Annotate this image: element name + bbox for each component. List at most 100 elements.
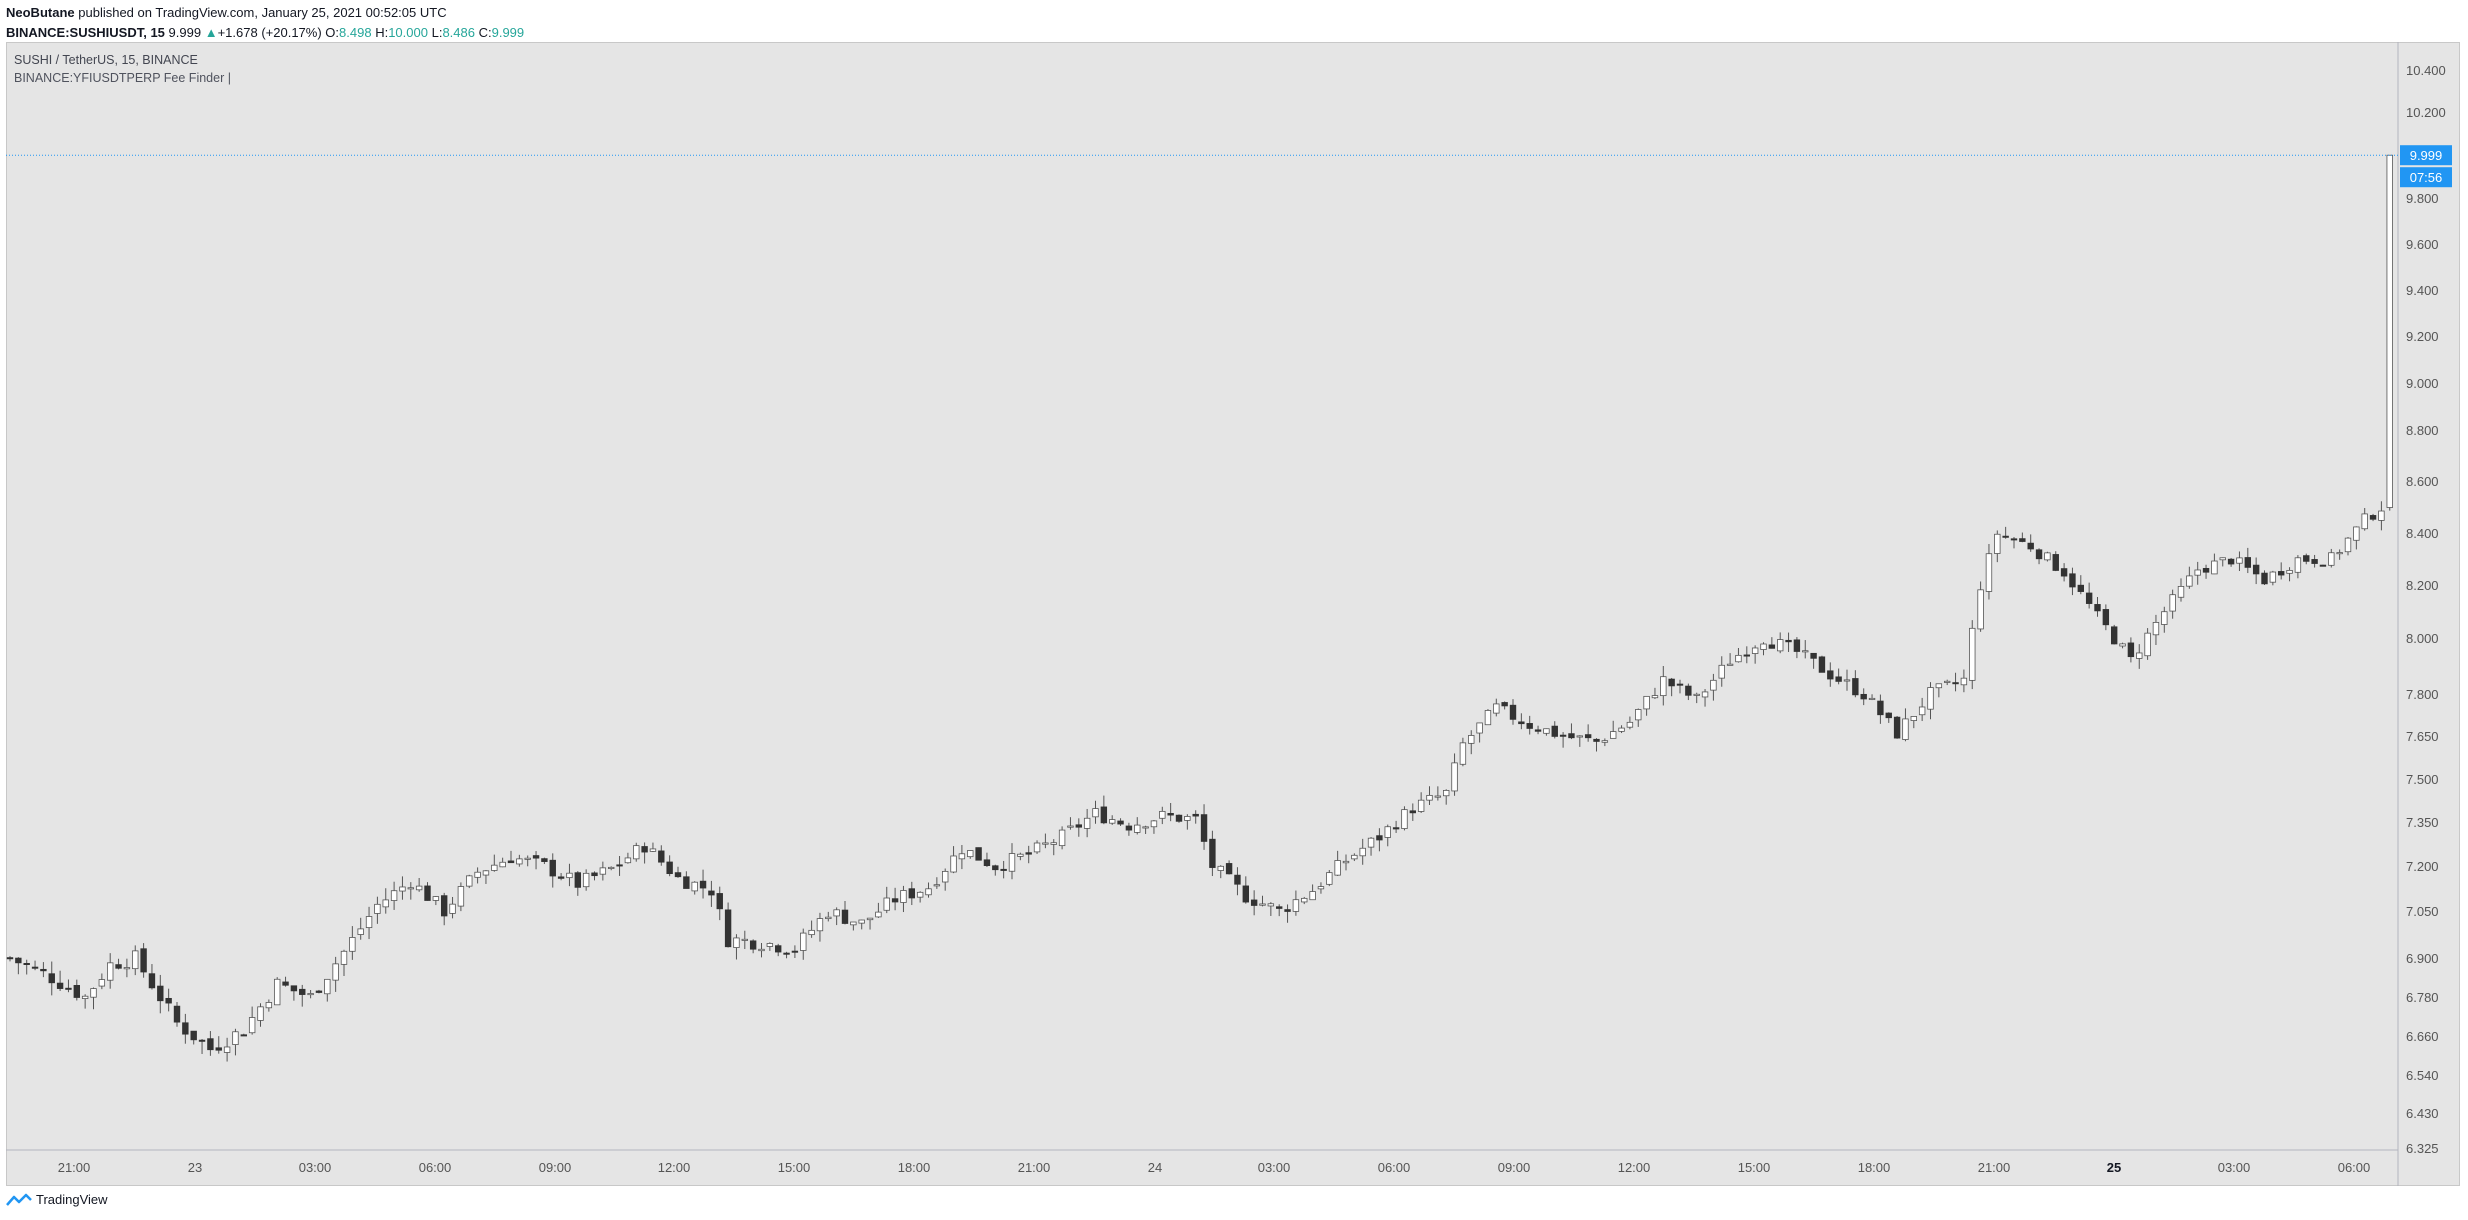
candle-body — [1000, 868, 1007, 871]
tradingview-branding[interactable]: TradingView — [6, 1192, 108, 1207]
candle-body — [340, 950, 348, 965]
candle-body — [2194, 569, 2201, 576]
candle-body — [1075, 824, 1082, 828]
close-value: 9.999 — [491, 25, 525, 40]
candle-body — [1852, 678, 1859, 696]
low-value: 8.486 — [442, 25, 475, 40]
x-tick-label: 18:00 — [898, 1160, 931, 1175]
candle-body — [808, 929, 815, 936]
candle-body — [1351, 854, 1358, 860]
candle-body — [31, 966, 39, 969]
candle-body — [2060, 568, 2068, 577]
candle-body — [1559, 734, 1567, 737]
x-tick-label: 15:00 — [778, 1160, 811, 1175]
candle-body — [273, 978, 281, 1006]
candle-body — [382, 899, 389, 908]
candle-body — [474, 871, 481, 878]
candle-body — [1292, 899, 1300, 912]
x-tick-label: 03:00 — [2218, 1160, 2251, 1175]
high-value: 10.000 — [388, 25, 428, 40]
candle-body — [1701, 691, 1709, 698]
candle-body — [1601, 740, 1609, 743]
y-tick-label: 8.800 — [2406, 423, 2439, 438]
x-tick-label: 15:00 — [1738, 1160, 1771, 1175]
candle-body — [1058, 829, 1066, 847]
candle-body — [2361, 513, 2368, 530]
y-tick-label: 6.325 — [2406, 1141, 2439, 1156]
y-tick-label: 8.600 — [2406, 474, 2439, 489]
candle-body — [1025, 852, 1032, 855]
candle-body — [265, 1002, 273, 1009]
candle-body — [716, 893, 723, 910]
candle-body — [1785, 639, 1792, 643]
candle-body — [349, 937, 356, 952]
candle-body — [1726, 663, 1734, 666]
candle-body — [132, 950, 139, 970]
candle-body — [1359, 847, 1366, 857]
candle-body — [1242, 885, 1249, 903]
candle-body — [566, 872, 573, 879]
candle-body — [2169, 594, 2176, 612]
y-tick-label: 6.430 — [2406, 1106, 2439, 1121]
candle-body — [23, 963, 30, 966]
candle-body — [1860, 693, 1867, 700]
candle-body — [967, 850, 974, 858]
y-tick-label: 8.400 — [2406, 526, 2439, 541]
author-name[interactable]: NeoButane — [6, 5, 75, 20]
candle-body — [198, 1039, 206, 1042]
candle-body — [1259, 903, 1266, 906]
published-text: published on TradingView.com, January 25… — [78, 5, 447, 20]
x-tick-label: 09:00 — [539, 1160, 572, 1175]
candle-body — [1493, 703, 1500, 714]
candle-body — [1267, 903, 1275, 907]
candle-body — [1543, 728, 1550, 734]
candle-body — [1777, 639, 1784, 652]
candle-body — [2261, 572, 2268, 585]
candle-body — [65, 987, 72, 990]
candle-body — [332, 963, 339, 981]
candle-body — [658, 850, 665, 863]
candle-body — [1918, 706, 1926, 716]
x-tick-label: 21:00 — [58, 1160, 91, 1175]
candle-body — [1401, 809, 1408, 829]
y-tick-label: 7.350 — [2406, 815, 2439, 830]
candle-body — [73, 985, 80, 998]
x-tick-label: 06:00 — [419, 1160, 452, 1175]
candle-body — [749, 940, 757, 950]
candle-body — [2077, 584, 2084, 592]
candle-body — [741, 938, 748, 941]
low-label: L: — [431, 25, 443, 40]
candle-body — [724, 909, 732, 948]
candle-body — [2152, 622, 2160, 636]
chart-panel[interactable] — [6, 42, 2460, 1186]
candle-body — [1342, 860, 1350, 864]
candle-body — [1200, 814, 1208, 842]
candle-body — [2227, 558, 2235, 565]
symbol-label: BINANCE:SUSHIUSDT, 15 — [6, 25, 165, 40]
candle-body — [324, 978, 331, 995]
y-tick-label: 7.200 — [2406, 859, 2439, 874]
candle-body — [1083, 817, 1091, 829]
candle-body — [1192, 813, 1199, 817]
y-tick-label: 9.400 — [2406, 283, 2439, 298]
x-tick-label: 24 — [1148, 1160, 1162, 1175]
candle-body — [891, 898, 899, 903]
candle-body — [282, 981, 289, 986]
candle-body — [825, 916, 832, 920]
candle-body — [190, 1030, 197, 1041]
candle-body — [457, 886, 465, 907]
candle-body — [1150, 820, 1158, 828]
candle-body — [2344, 537, 2352, 553]
candle-body — [1969, 627, 1976, 681]
candle-body — [415, 885, 423, 891]
candle-body — [1635, 709, 1642, 721]
candle-body — [2236, 557, 2243, 564]
candle-body — [48, 973, 55, 984]
candle-body — [557, 876, 565, 879]
candle-body — [1367, 837, 1375, 848]
candle-body — [850, 921, 857, 926]
candle-body — [1033, 842, 1041, 853]
y-tick-label: 6.540 — [2406, 1068, 2439, 1083]
candle-body — [641, 846, 648, 853]
